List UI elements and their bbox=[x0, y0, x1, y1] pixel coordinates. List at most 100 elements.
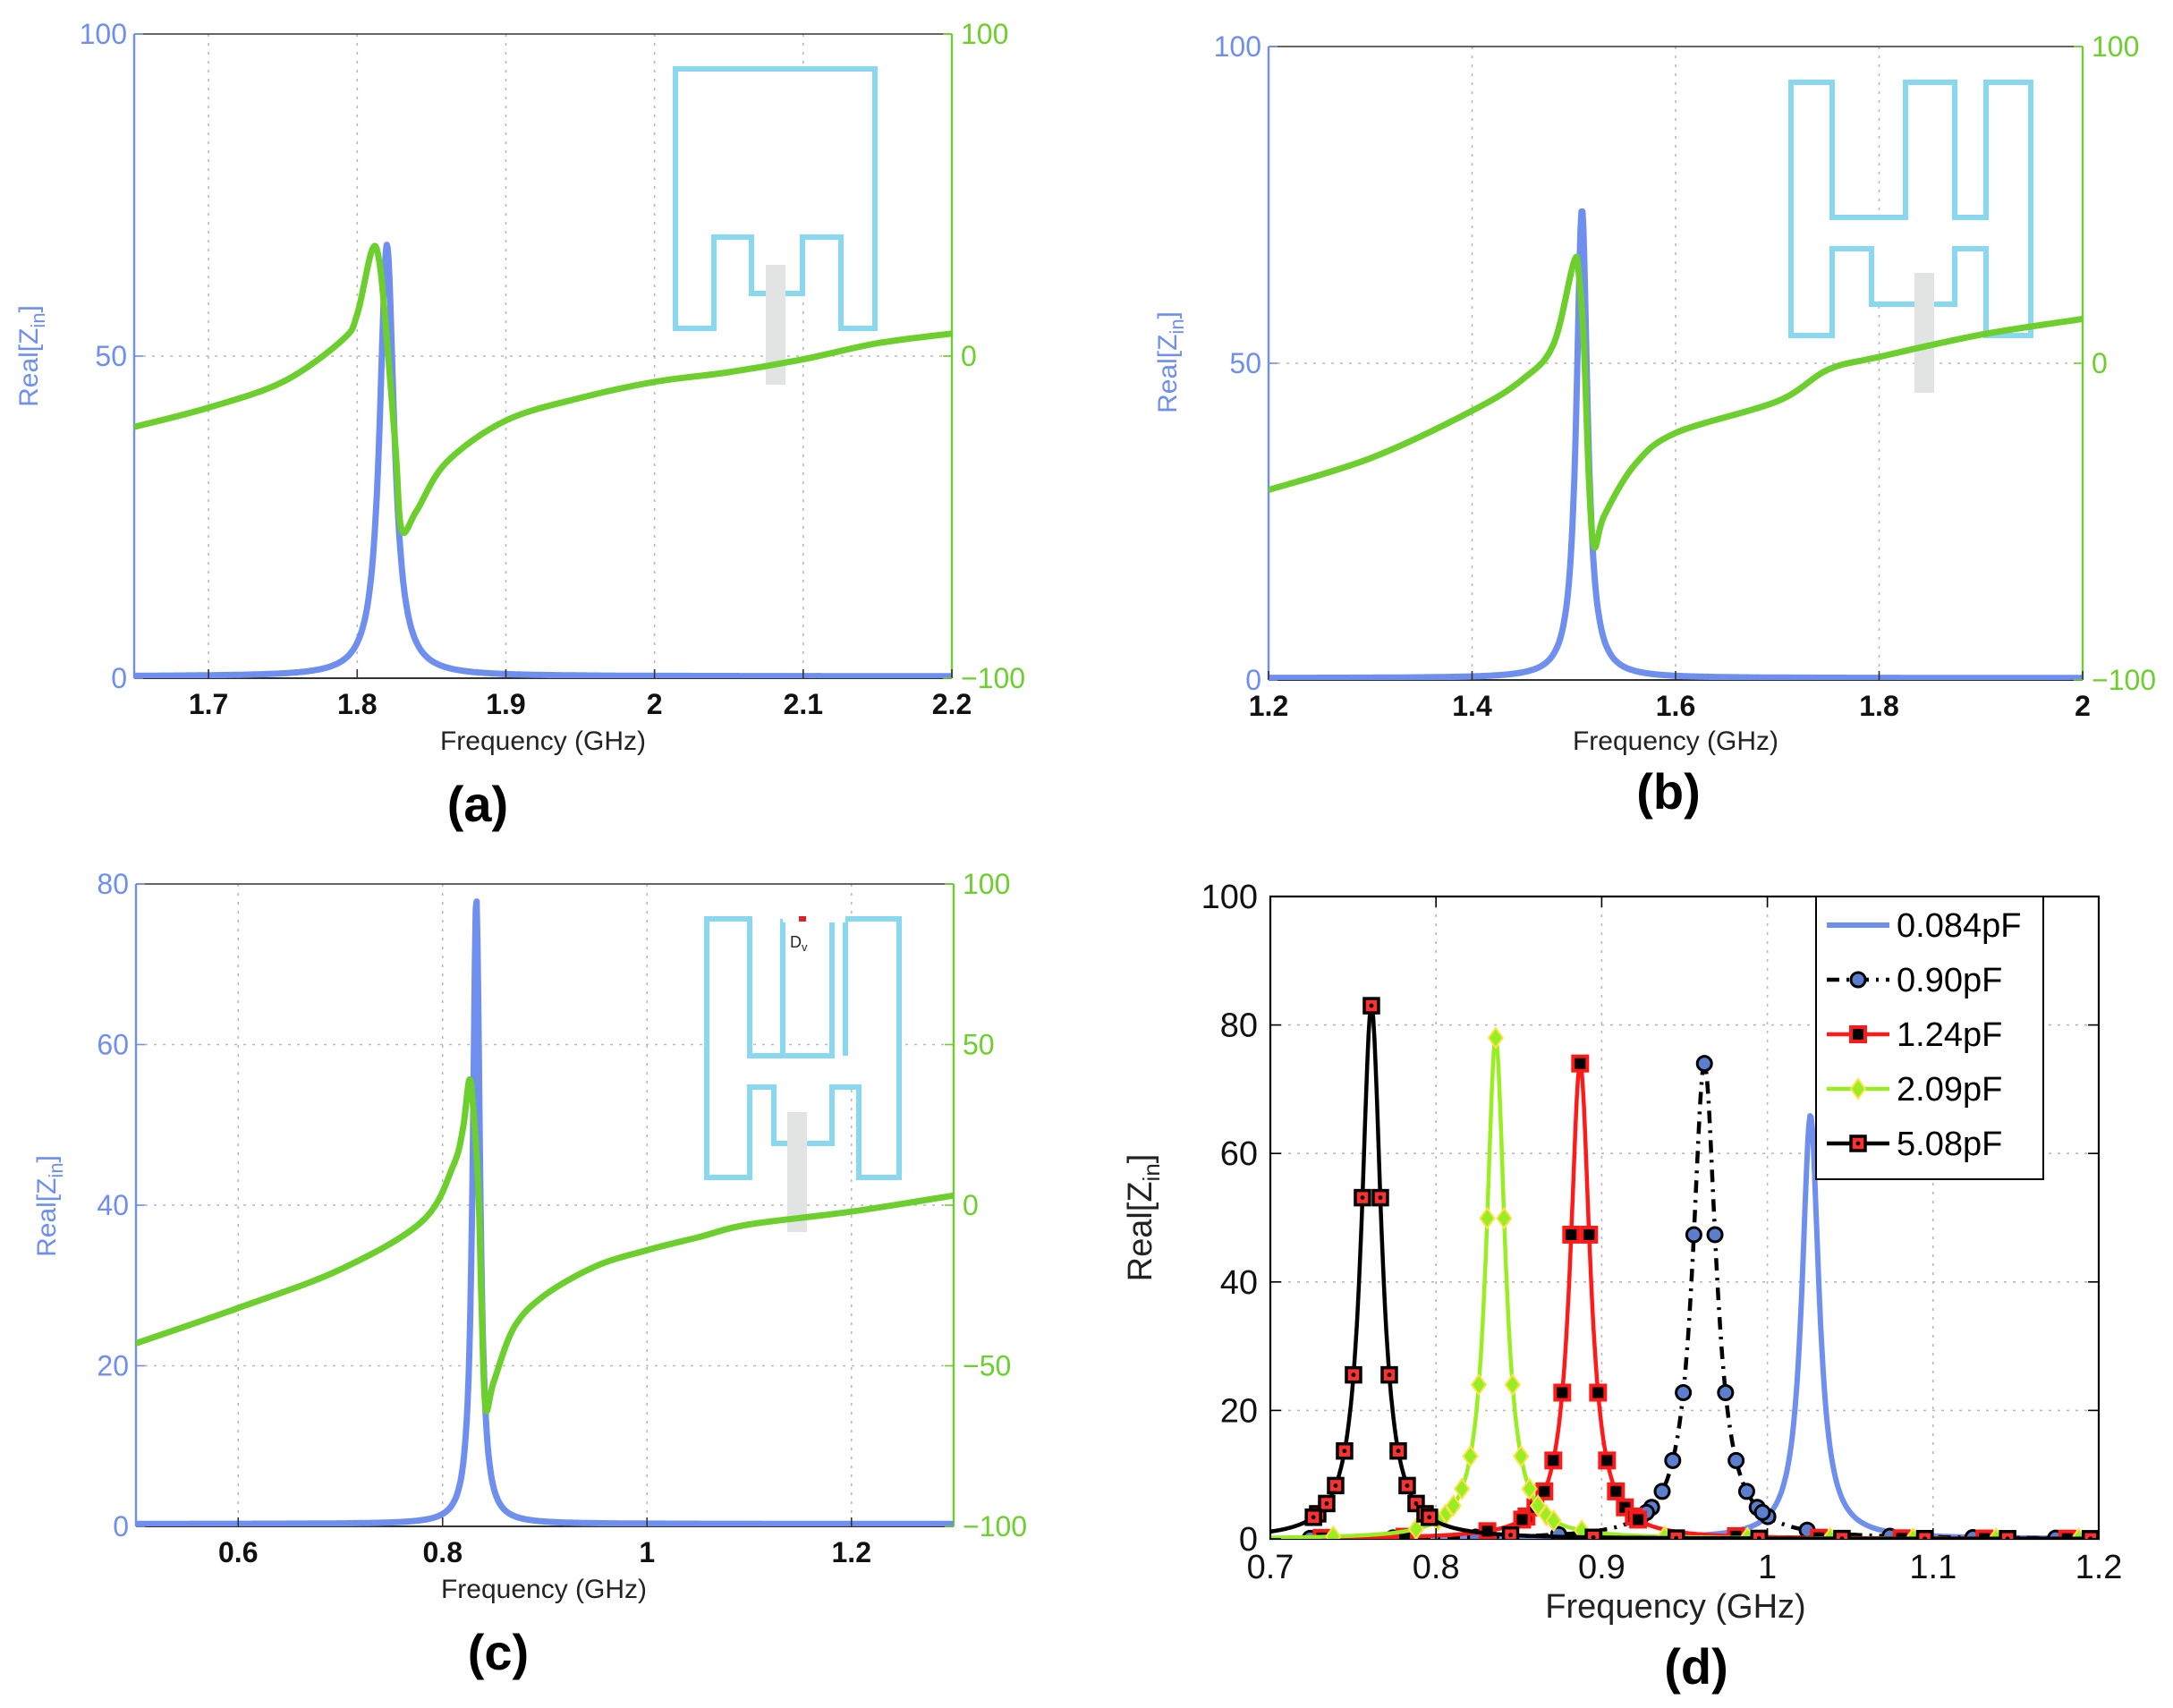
panel-a-xlabel: Frequency (GHz) bbox=[440, 727, 646, 756]
panel-d-series-2p09pF-marker-10 bbox=[1521, 1477, 1538, 1500]
panel-b-ylabel: Real[Zin] bbox=[1153, 311, 1188, 413]
panel-b-yltick-label-1: 50 bbox=[1229, 347, 1261, 379]
panel-d-series-1p24pF-marker-6 bbox=[1571, 1054, 1590, 1073]
panel-d-ytick-label-2: 40 bbox=[1220, 1264, 1258, 1302]
panel-d-series-0p90pF-marker-4 bbox=[1675, 1384, 1693, 1402]
panel-d-series-5p08pF-marker-17-box bbox=[1667, 1529, 1685, 1539]
panel-d-legend-0p084pF-label: 0.084pF bbox=[1897, 907, 2021, 945]
panel-d-series-5p08pF-marker-17 bbox=[1667, 1529, 1685, 1539]
panel-d-series-5p08pF-marker-6-dot bbox=[1369, 1003, 1374, 1008]
panel-d-series-5p08pF-marker-20 bbox=[1915, 1529, 1934, 1539]
panel-d-series-5p08pF-marker-11-dot bbox=[1413, 1501, 1419, 1506]
panel-b-yrtick-label-1: 0 bbox=[2092, 347, 2108, 379]
panel-c-yltick-label-1: 20 bbox=[97, 1350, 129, 1382]
panel-d-series-1p24pF-marker-10 bbox=[1607, 1482, 1626, 1500]
panel-d-series-0p90pF-marker-10 bbox=[1737, 1483, 1755, 1500]
panel-d-ticks: 0.7 0.8 0.9 1 1.1 1.2 0 20 40 60 80 100 bbox=[1201, 879, 2123, 1586]
panel-d-series-2p09pF-marker-7 bbox=[1496, 1206, 1513, 1230]
panel-d-series-1p24pF-marker-14 bbox=[1629, 1510, 1648, 1529]
panel-b-grid bbox=[1268, 47, 2084, 680]
panel-c-xtick-label-1: 0.8 bbox=[423, 1536, 463, 1568]
panel-a-yltick-label-2: 100 bbox=[80, 18, 127, 50]
panel-d-legend-2p09pF-label: 2.09pF bbox=[1897, 1071, 2002, 1109]
panel-d-series-5p08pF-marker-19 bbox=[1833, 1529, 1851, 1539]
panel-d-series-5p08pF-marker-18 bbox=[1750, 1529, 1769, 1539]
panel-a-xtick-label-4: 2.1 bbox=[784, 688, 823, 720]
panel-d-series-5p08pF-marker-14-dot bbox=[1427, 1515, 1432, 1520]
panel-d-series-1p24pF-marker-9 bbox=[1598, 1451, 1617, 1470]
panel-d-series-0p90pF-marker-2 bbox=[1653, 1483, 1671, 1500]
panel-d-series-5p08pF-marker-4 bbox=[1345, 1365, 1362, 1384]
panel-c-yltick-label-4: 80 bbox=[97, 868, 129, 900]
panel-b-xtick-label-4: 2 bbox=[2075, 690, 2091, 722]
panel-d-series-0p90pF-marker-14 bbox=[1753, 1503, 1771, 1521]
panel-a-ylabel: Real[Zin] bbox=[14, 305, 49, 407]
panel-d-series-5p08pF-marker-10 bbox=[1398, 1476, 1416, 1495]
panel-d-series-2p09pF-marker-11 bbox=[1529, 1494, 1547, 1517]
panel-d-series-5p08pF-marker-8 bbox=[1380, 1365, 1398, 1384]
panel-d-series-2p09pF-marker-6 bbox=[1487, 1026, 1505, 1049]
panel-c-inset-feed bbox=[787, 1112, 807, 1232]
panel-d-series-5p08pF-marker-18-dot bbox=[1756, 1536, 1761, 1539]
panel-d-series-5p08pF-marker-3 bbox=[1336, 1441, 1354, 1460]
panel-d-series-5p08pF-marker-3-dot bbox=[1342, 1449, 1347, 1454]
panel-d-legend-0p90pF-marker bbox=[1849, 971, 1867, 989]
panel-d-series-5p08pF-marker-20-dot bbox=[1923, 1536, 1927, 1539]
panel-d-xtick-label-3: 1 bbox=[1758, 1549, 1777, 1586]
panel-c-inset-antenna bbox=[704, 916, 902, 1180]
panel-d-series-2p09pF-marker-4 bbox=[1470, 1372, 1488, 1397]
panel-d-ytick-label-4: 80 bbox=[1220, 1007, 1258, 1045]
panel-d-series-0p90pF-marker-6 bbox=[1695, 1055, 1713, 1073]
panel-b-xtick-label-2: 1.6 bbox=[1656, 690, 1695, 722]
panel-a-yltick-label-1: 50 bbox=[95, 340, 127, 372]
panel-d-series-5p08pF-marker-5 bbox=[1354, 1188, 1371, 1207]
panel-d-series-5p08pF-marker-10-dot bbox=[1405, 1483, 1410, 1488]
panel-d-series-5p08pF-marker-2 bbox=[1327, 1476, 1345, 1495]
panel-d-series-0p90pF-marker-7 bbox=[1706, 1226, 1724, 1244]
panel-a-inset-feed bbox=[766, 265, 785, 385]
panel-c-grid bbox=[136, 884, 954, 1526]
panel-b-xtick-label-0: 1.2 bbox=[1249, 690, 1288, 722]
panel-d-series-2p09pF-marker-3 bbox=[1462, 1444, 1479, 1468]
panel-c-yrtick-label-4: 100 bbox=[963, 868, 1010, 900]
panel-a-series bbox=[134, 242, 952, 678]
panel-b-xlabel: Frequency (GHz) bbox=[1573, 727, 1778, 756]
panel-d-series-5p08pF-marker-1-dot bbox=[1324, 1501, 1329, 1506]
panel-c-ticks: 0.6 0.8 1 1.2 0 20 40 60 80 −100 −50 0 50 100 bbox=[97, 868, 1027, 1568]
panel-c-xlabel: Frequency (GHz) bbox=[441, 1575, 647, 1604]
panel-d-series-5p08pF-marker-17-dot bbox=[1674, 1535, 1679, 1539]
panel-c-yrtick-label-1: −50 bbox=[963, 1350, 1011, 1382]
panel-d-series-1p24pF-marker-8 bbox=[1589, 1383, 1608, 1402]
panel-d-ytick-label-1: 20 bbox=[1220, 1392, 1258, 1430]
panel-d-series-5p08pF-marker-9 bbox=[1389, 1441, 1407, 1460]
panel-d-series-5p08pF-marker-16-dot bbox=[1591, 1534, 1596, 1539]
panel-b-yrtick-label-0: −100 bbox=[2092, 664, 2156, 696]
panel-d-legend-5p08pF-marker-dot bbox=[1855, 1141, 1861, 1146]
panel-d-legend: 0.084pF 0.90pF 1.24pF 2.09pF 5.08pF bbox=[1815, 896, 2044, 1180]
panel-d-xlabel: Frequency (GHz) bbox=[1545, 1588, 1805, 1626]
panel-d-xtick-label-4: 1.1 bbox=[1909, 1549, 1957, 1586]
panel-b-yltick-label-2: 100 bbox=[1214, 30, 1261, 63]
panel-c-inset-label: Dv bbox=[790, 933, 808, 954]
panel-a-ticks: 1.7 1.8 1.9 2 2.1 2.2 0 50 100 −100 0 100 bbox=[80, 18, 1025, 720]
panel-d-series-2p09pF-marker-2 bbox=[1453, 1477, 1471, 1500]
panel-a-series-imag-zin-line bbox=[134, 242, 952, 536]
panel-d-series-5p08pF-marker-15 bbox=[1501, 1525, 1520, 1539]
panel-d-series-2p09pF-marker-14 bbox=[1545, 1508, 1562, 1533]
panel-d-series-5p08pF-marker-14 bbox=[1421, 1508, 1439, 1526]
panel-a-yrtick-label-0: −100 bbox=[961, 662, 1025, 694]
panel-d-series-5p08pF-marker-15-dot bbox=[1508, 1533, 1513, 1538]
panel-a-yrtick-label-2: 100 bbox=[961, 18, 1008, 50]
panel-a-label: (a) bbox=[447, 776, 508, 832]
panel-c-yrtick-label-0: −100 bbox=[963, 1510, 1027, 1542]
panel-d-legend-2p09pF-marker bbox=[1849, 1077, 1867, 1100]
panel-c-xtick-label-3: 1.2 bbox=[832, 1536, 871, 1568]
panel-c-yltick-label-3: 60 bbox=[97, 1029, 129, 1061]
panel-a-xtick-label-5: 2.2 bbox=[932, 688, 972, 720]
panel-d-ytick-label-5: 100 bbox=[1201, 879, 1258, 916]
panel-d-series-2p09pF-marker-15 bbox=[1325, 1525, 1342, 1539]
panel-d-xtick-label-5: 1.2 bbox=[2075, 1549, 2123, 1586]
panel-d-legend-1p24pF-label: 1.24pF bbox=[1897, 1016, 2002, 1054]
panel-c: Dv 0.6 0.8 1 1.2 0 20 40 60 80 −100 −50 0 50 100 Freq… bbox=[32, 868, 1027, 1680]
